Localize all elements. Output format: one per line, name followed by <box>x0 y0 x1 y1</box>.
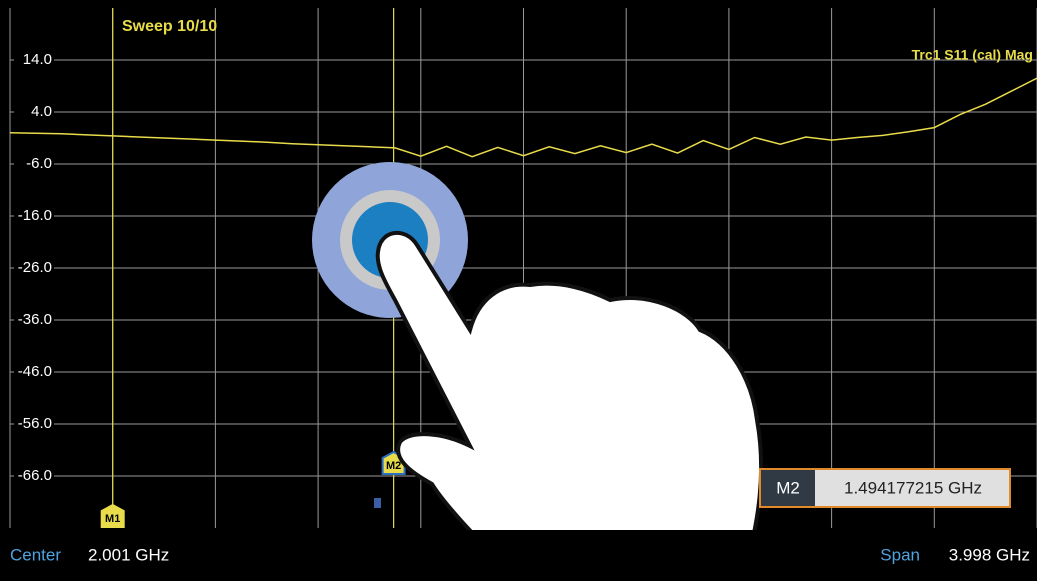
readout-value: 1.494177215 GHz <box>844 478 982 497</box>
readout-marker: M2 <box>776 478 800 497</box>
span-value: 3.998 GHz <box>949 545 1030 564</box>
marker-label: M1 <box>105 513 120 525</box>
tick-label-bg <box>14 102 54 122</box>
marker-label: M2 <box>386 460 401 472</box>
tick-label-bg <box>14 310 54 330</box>
y-tick-label: -16.0 <box>18 207 52 224</box>
y-tick-label: -66.0 <box>18 467 52 484</box>
hand-pointer <box>375 230 764 581</box>
y-tick-label: 4.0 <box>31 103 52 120</box>
tick-label-bg <box>14 154 54 174</box>
tick-label-bg <box>14 50 54 70</box>
center-value: 2.001 GHz <box>88 545 169 564</box>
tick-label-bg <box>14 466 54 486</box>
marker-readout[interactable]: M2 1.494177215 GHz <box>759 468 1011 508</box>
status-bar <box>0 530 1037 581</box>
y-tick-label: -6.0 <box>26 155 52 172</box>
y-tick-label: -46.0 <box>18 363 52 380</box>
center-label: Center <box>10 545 61 564</box>
trace-label: Trc1 S11 (cal) Mag <box>912 47 1033 63</box>
trace-line <box>9 77 1037 158</box>
span-label: Span <box>880 545 920 564</box>
y-tick-label: -36.0 <box>18 311 52 328</box>
readout-tag <box>761 470 815 506</box>
tick-label-bg <box>14 414 54 434</box>
tick-label-bg <box>14 206 54 226</box>
marker-flag[interactable]: M1 <box>100 503 125 528</box>
y-tick-label: -26.0 <box>18 259 52 276</box>
y-tick-label: 14.0 <box>23 51 52 68</box>
tick-label-bg <box>14 258 54 278</box>
plot-area: 14.0 4.0 -6.0 -16.0 -26.0 -36.0 -46.0 -56.0 -66.… <box>9 8 1037 528</box>
marker-flag-shape <box>100 503 125 528</box>
y-tick-label: -56.0 <box>18 415 52 432</box>
sweep-label: Sweep 10/10 <box>122 18 217 35</box>
small-icon <box>374 498 381 508</box>
tick-label-bg <box>14 362 54 382</box>
